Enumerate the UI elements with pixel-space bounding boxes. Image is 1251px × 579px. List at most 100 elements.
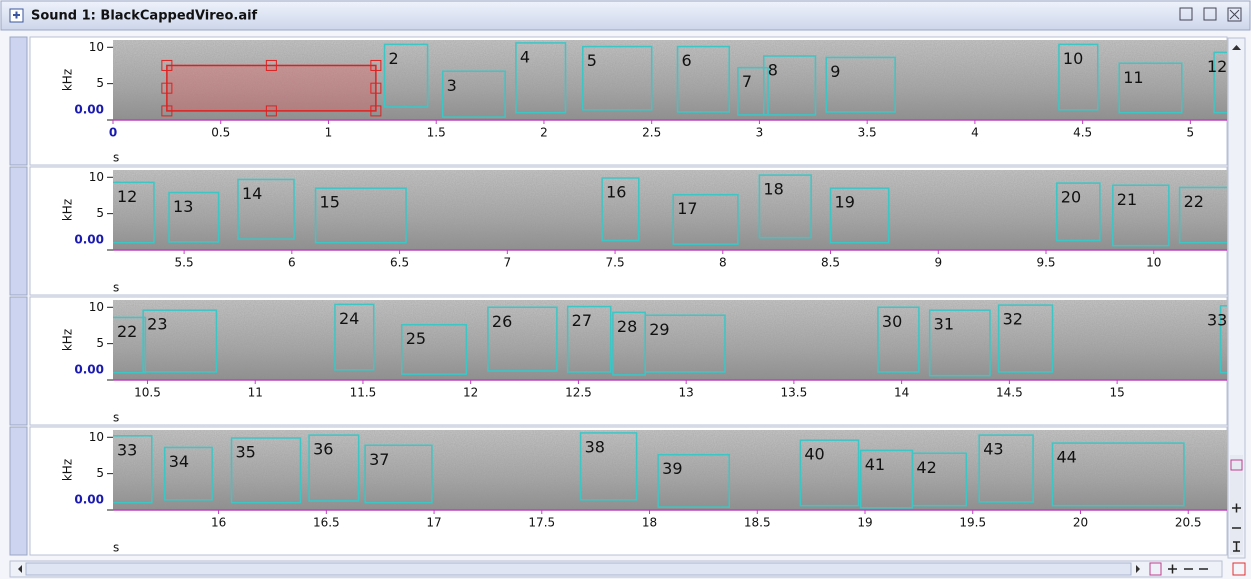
annotation-label: 18 [763, 180, 783, 199]
y-axis-label: kHz [61, 329, 75, 351]
annotation-label: 21 [1117, 190, 1137, 209]
x-tick-label: 1 [325, 126, 333, 140]
x-tick-label: 2 [540, 126, 548, 140]
annotation-label: 28 [617, 317, 637, 336]
annotation-label: 43 [983, 440, 1003, 459]
x-tick-label: 14.5 [996, 386, 1023, 400]
page: {"window": {"title": "Sound 1: BlackCapp… [0, 0, 1251, 579]
x-tick-label: 11.5 [350, 386, 377, 400]
y-tick-label: 5 [96, 206, 104, 220]
annotation-label: 33 [117, 440, 137, 459]
annotation-label: 26 [492, 312, 512, 331]
annotation-label: 7 [742, 72, 752, 91]
x-tick-label: 11 [248, 386, 263, 400]
x-tick-label: 10.5 [134, 386, 161, 400]
annotation-label: 22 [117, 322, 137, 341]
annotation-label: 35 [236, 443, 256, 462]
y-tick-label: 10 [89, 40, 104, 54]
x-axis-label: s [113, 411, 119, 425]
annotation-label: 31 [934, 315, 954, 334]
annotation-label: 37 [369, 450, 389, 469]
spectrogram-row: kHz1050.0010.51111.51212.51313.51414.515… [10, 297, 1251, 425]
y-tick-label: 0.00 [74, 493, 104, 507]
y-tick-label: 10 [89, 300, 104, 314]
x-tick-label: 3.5 [858, 126, 877, 140]
annotation-label: 44 [1056, 448, 1076, 467]
annotation-label: 9 [830, 62, 840, 81]
row-side-strip [10, 427, 27, 555]
x-tick-label: 9.5 [1036, 256, 1055, 270]
annotation-label: 40 [804, 445, 824, 464]
annotation-label: 8 [768, 61, 778, 80]
annotation-label: 29 [649, 320, 669, 339]
x-tick-label: 16 [211, 516, 226, 530]
x-tick-label: 20 [1073, 516, 1088, 530]
x-tick-label: 7 [503, 256, 511, 270]
x-tick-label: 13.5 [781, 386, 808, 400]
x-tick-label: 10 [1146, 256, 1161, 270]
annotation-label: 22 [1184, 192, 1204, 211]
x-tick-label: 20.5 [1175, 516, 1202, 530]
annotation-label: 38 [585, 437, 605, 456]
y-tick-label: 0.00 [74, 233, 104, 247]
row-side-strip [10, 37, 27, 165]
x-tick-label: 13 [679, 386, 694, 400]
annotation-label: 36 [313, 440, 333, 459]
annotation-label: 13 [173, 197, 193, 216]
annotation-label: 12 [1207, 57, 1227, 76]
row-side-strip [10, 167, 27, 295]
y-axis-label: kHz [61, 459, 75, 481]
selection [167, 65, 376, 110]
x-axis-label: s [113, 151, 119, 165]
annotation-label: 33 [1207, 310, 1227, 329]
window-title: Sound 1: BlackCappedVireo.aif [31, 9, 258, 24]
row-side-strip [10, 297, 27, 425]
x-tick-label: 8.5 [821, 256, 840, 270]
spectrogram-noise [113, 300, 1227, 380]
y-tick-label: 10 [89, 430, 104, 444]
annotation-label: 14 [242, 184, 262, 203]
annotation-label: 6 [682, 51, 692, 70]
x-tick-label: 7.5 [606, 256, 625, 270]
annotation-label: 42 [916, 458, 936, 477]
x-tick-label: 1.5 [427, 126, 446, 140]
x-tick-label: 12 [463, 386, 478, 400]
x-tick-label: 6 [288, 256, 296, 270]
x-tick-label: 18 [642, 516, 657, 530]
annotation-label: 11 [1123, 68, 1143, 87]
y-tick-label: 5 [96, 466, 104, 480]
annotation-label: 5 [587, 51, 597, 70]
x-tick-label: 19.5 [959, 516, 986, 530]
annotation-label: 19 [835, 193, 855, 212]
annotation-label: 23 [147, 315, 167, 334]
annotation-label: 20 [1061, 188, 1081, 207]
y-tick-label: 5 [96, 76, 104, 90]
x-tick-label: 0 [109, 126, 117, 140]
spectrogram-row: kHz1050.005.566.577.588.599.510s12131415… [10, 167, 1251, 295]
x-tick-label: 8 [719, 256, 727, 270]
x-tick-label: 3 [756, 126, 764, 140]
x-tick-label: 15 [1109, 386, 1124, 400]
x-tick-label: 0.5 [211, 126, 230, 140]
y-tick-label: 10 [89, 170, 104, 184]
x-tick-label: 16.5 [313, 516, 340, 530]
annotation-label: 41 [865, 455, 885, 474]
x-tick-label: 2.5 [642, 126, 661, 140]
scroll-thumb[interactable] [26, 563, 1131, 575]
annotation-label: 30 [882, 312, 902, 331]
annotation-label: 10 [1063, 49, 1083, 68]
y-tick-label: 0.00 [74, 103, 104, 117]
annotation-label: 3 [447, 76, 457, 95]
raven-window: Sound 1: BlackCappedVireo.aif kHz1050.00… [0, 0, 1251, 579]
spectrogram-noise [113, 170, 1227, 250]
y-axis-label: kHz [61, 69, 75, 91]
x-tick-label: 5 [1187, 126, 1195, 140]
annotation-label: 34 [169, 452, 189, 471]
x-tick-label: 17 [426, 516, 441, 530]
annotation-label: 17 [677, 199, 697, 218]
annotation-label: 32 [1003, 310, 1023, 329]
x-tick-label: 5.5 [175, 256, 194, 270]
annotation-label: 15 [320, 193, 340, 212]
spectrogram-row: kHz1050.001616.51717.51818.51919.52020.5… [10, 427, 1227, 555]
y-tick-label: 5 [96, 336, 104, 350]
